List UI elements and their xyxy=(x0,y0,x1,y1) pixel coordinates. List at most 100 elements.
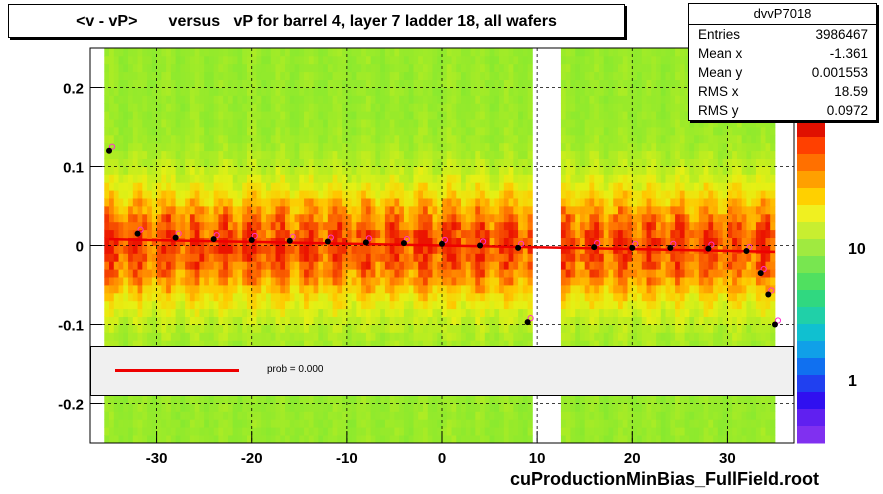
heatmap-cell xyxy=(223,111,229,120)
heatmap-cell xyxy=(113,95,119,104)
heatmap-cell xyxy=(104,119,110,128)
heatmap-cell xyxy=(189,403,196,412)
heatmap-cell xyxy=(527,285,533,294)
heatmap-cell xyxy=(513,190,519,199)
heatmap-cell xyxy=(270,245,276,254)
heatmap-cell xyxy=(380,48,386,57)
heatmap-cell xyxy=(461,403,467,412)
heatmap-cell xyxy=(170,316,177,325)
heatmap-cell xyxy=(132,269,138,278)
heatmap-cell xyxy=(575,198,581,207)
heatmap-cell xyxy=(189,213,196,223)
heatmap-cell xyxy=(365,213,372,223)
heatmap-cell xyxy=(218,134,224,144)
heatmap-cell xyxy=(280,324,286,333)
heatmap-cell xyxy=(461,308,467,317)
heatmap-cell xyxy=(432,48,438,57)
heatmap-cell xyxy=(475,174,481,183)
heatmap-cell xyxy=(451,340,457,349)
heatmap-cell xyxy=(318,269,324,278)
heatmap-cell xyxy=(313,142,319,152)
heatmap-cell xyxy=(189,340,196,349)
heatmap-cell xyxy=(218,419,224,428)
heatmap-cell xyxy=(299,253,305,262)
heatmap-cell xyxy=(337,213,343,223)
heatmap-cell xyxy=(513,134,519,144)
heatmap-cell xyxy=(289,324,295,333)
heatmap-cell xyxy=(242,198,248,207)
heatmap-cell xyxy=(327,245,333,254)
heatmap-cell xyxy=(598,103,605,112)
heatmap-cell xyxy=(251,245,257,254)
heatmap-cell xyxy=(137,221,143,231)
heatmap-cell xyxy=(465,55,471,65)
heatmap-cell xyxy=(227,198,234,207)
heatmap-cell xyxy=(356,71,362,80)
heatmap-cell xyxy=(342,206,348,215)
heatmap-cell xyxy=(199,269,205,278)
heatmap-cell xyxy=(185,119,191,128)
heatmap-cell xyxy=(185,63,191,73)
heatmap-cell xyxy=(166,119,172,128)
heatmap-cell xyxy=(118,245,124,254)
heatmap-cell xyxy=(132,95,138,104)
heatmap-cell xyxy=(304,71,310,80)
heatmap-cell xyxy=(204,87,210,96)
heatmap-cell xyxy=(565,229,571,238)
heatmap-cell xyxy=(237,245,243,254)
heatmap-cell xyxy=(313,324,319,333)
heatmap-cell xyxy=(285,103,291,112)
heatmap-cell xyxy=(266,292,272,302)
heatmap-cell xyxy=(299,277,305,286)
heatmap-cell xyxy=(280,435,286,444)
heatmap-cell xyxy=(337,79,343,88)
heatmap-cell xyxy=(570,71,576,80)
heatmap-cell xyxy=(575,308,581,317)
heatmap-cell xyxy=(151,403,157,412)
heatmap-cell xyxy=(503,340,509,349)
heatmap-cell xyxy=(432,261,438,270)
heatmap-cell xyxy=(332,292,338,302)
heatmap-cell xyxy=(575,55,581,65)
heatmap-cell xyxy=(308,435,314,444)
heatmap-cell xyxy=(237,403,243,412)
heatmap-cell xyxy=(346,48,353,57)
heatmap-cell xyxy=(261,166,267,175)
heatmap-cell xyxy=(589,119,595,128)
heatmap-cell xyxy=(332,79,338,88)
heatmap-cell xyxy=(285,142,291,152)
heatmap-cell xyxy=(422,190,429,199)
heatmap-cell xyxy=(508,111,514,120)
heatmap-cell xyxy=(589,277,595,286)
heatmap-cell xyxy=(142,198,148,207)
heatmap-cell xyxy=(422,63,429,73)
heatmap-cell xyxy=(560,237,567,246)
heatmap-cell xyxy=(527,142,533,152)
heatmap-cell xyxy=(185,332,191,341)
heatmap-cell xyxy=(361,269,367,278)
heatmap-cell xyxy=(499,419,505,428)
heatmap-cell xyxy=(151,419,157,428)
heatmap-cell xyxy=(384,435,391,444)
heatmap-cell xyxy=(223,221,229,231)
heatmap-cell xyxy=(275,277,281,286)
heatmap-cell xyxy=(365,324,372,333)
heatmap-cell xyxy=(494,166,500,175)
heatmap-cell xyxy=(266,55,272,65)
heatmap-cell xyxy=(299,229,305,238)
heatmap-cell xyxy=(185,174,191,183)
heatmap-cell xyxy=(484,229,490,238)
heatmap-cell xyxy=(342,261,348,270)
heatmap-cell xyxy=(166,87,172,96)
heatmap-cell xyxy=(456,190,462,199)
heatmap-cell xyxy=(246,427,253,436)
heatmap-cell xyxy=(475,237,481,246)
heatmap-cell xyxy=(332,269,338,278)
heatmap-cell xyxy=(598,253,605,262)
heatmap-cell xyxy=(199,111,205,120)
heatmap-cell xyxy=(270,95,276,104)
heatmap-cell xyxy=(280,158,286,167)
heatmap-cell xyxy=(189,150,196,159)
heatmap-cell xyxy=(132,150,138,159)
heatmap-cell xyxy=(166,237,172,246)
